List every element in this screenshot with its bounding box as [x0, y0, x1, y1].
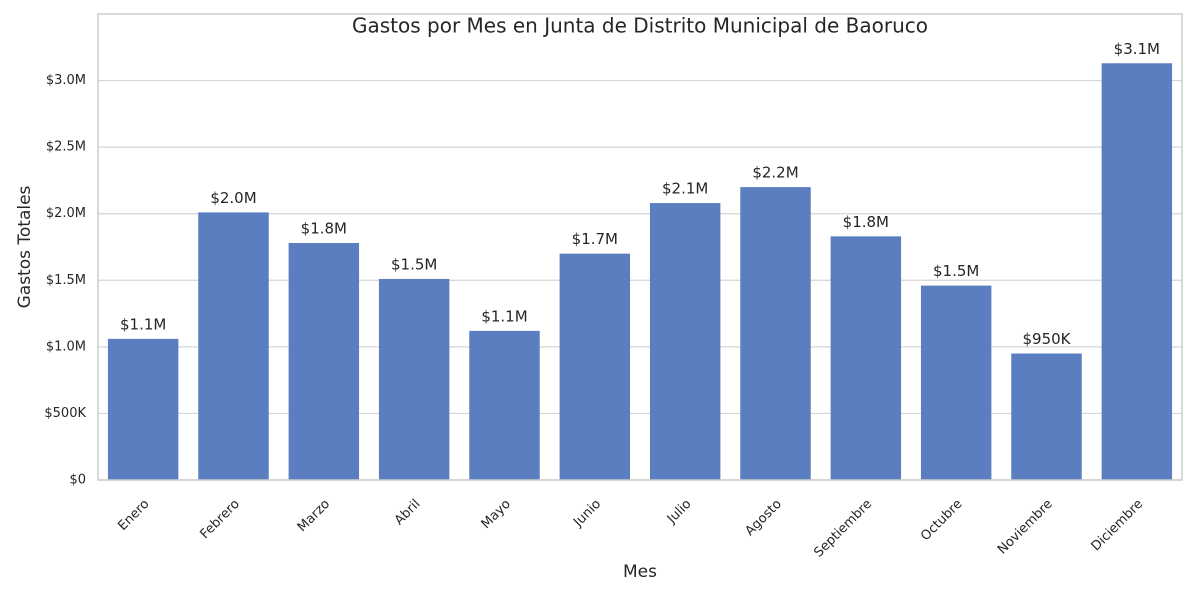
y-tick-label: $1.0M — [46, 339, 86, 354]
y-tick-label: $2.0M — [46, 206, 86, 221]
value-label: $2.2M — [752, 164, 798, 182]
x-tick-label: Agosto — [742, 497, 784, 539]
x-tick-label: Febrero — [197, 497, 242, 542]
x-tick-label: Junio — [570, 497, 604, 531]
bar — [288, 243, 360, 480]
x-tick-label: Marzo — [295, 497, 333, 535]
x-tick-label: Octubre — [918, 497, 965, 544]
chart-title: Gastos por Mes en Junta de Distrito Muni… — [352, 14, 928, 38]
x-tick-label: Septiembre — [811, 497, 875, 561]
value-label: $1.8M — [843, 213, 889, 231]
value-label: $1.1M — [481, 307, 527, 325]
plot-frame — [97, 13, 1183, 481]
value-label: $2.1M — [662, 180, 708, 198]
bar — [107, 338, 179, 480]
bar — [198, 212, 269, 480]
value-label: $1.8M — [301, 220, 347, 238]
bar — [649, 203, 721, 480]
x-tick-label: Noviembre — [995, 497, 1056, 558]
value-label: $2.0M — [210, 189, 256, 207]
bar — [1101, 63, 1173, 481]
y-axis-label: Gastos Totales — [15, 185, 35, 308]
y-tick-label: $3.0M — [46, 73, 86, 88]
bar — [830, 236, 902, 480]
x-tick-label: Enero — [115, 497, 152, 534]
y-tick-label: $0 — [69, 473, 86, 488]
x-tick-label: Julio — [664, 497, 695, 528]
y-tick-label: $500K — [44, 406, 86, 421]
bar — [469, 330, 540, 480]
bar — [378, 278, 450, 480]
x-tick-label: Diciembre — [1089, 497, 1147, 555]
bar — [1011, 353, 1082, 480]
bar — [740, 187, 811, 481]
y-tick-label: $1.5M — [46, 273, 86, 288]
x-tick-label: Mayo — [479, 497, 514, 532]
value-label: $1.5M — [391, 255, 437, 273]
x-axis-label: Mes — [623, 562, 657, 582]
y-tick-label: $2.5M — [46, 140, 86, 155]
value-label: $1.7M — [572, 230, 618, 248]
value-label: $1.1M — [120, 315, 166, 333]
value-label: $950K — [1022, 330, 1071, 348]
x-tick-label: Abril — [392, 497, 424, 529]
bar — [559, 253, 631, 480]
value-label: $1.5M — [933, 262, 979, 280]
value-label: $3.1M — [1114, 40, 1160, 58]
bar — [920, 285, 992, 480]
